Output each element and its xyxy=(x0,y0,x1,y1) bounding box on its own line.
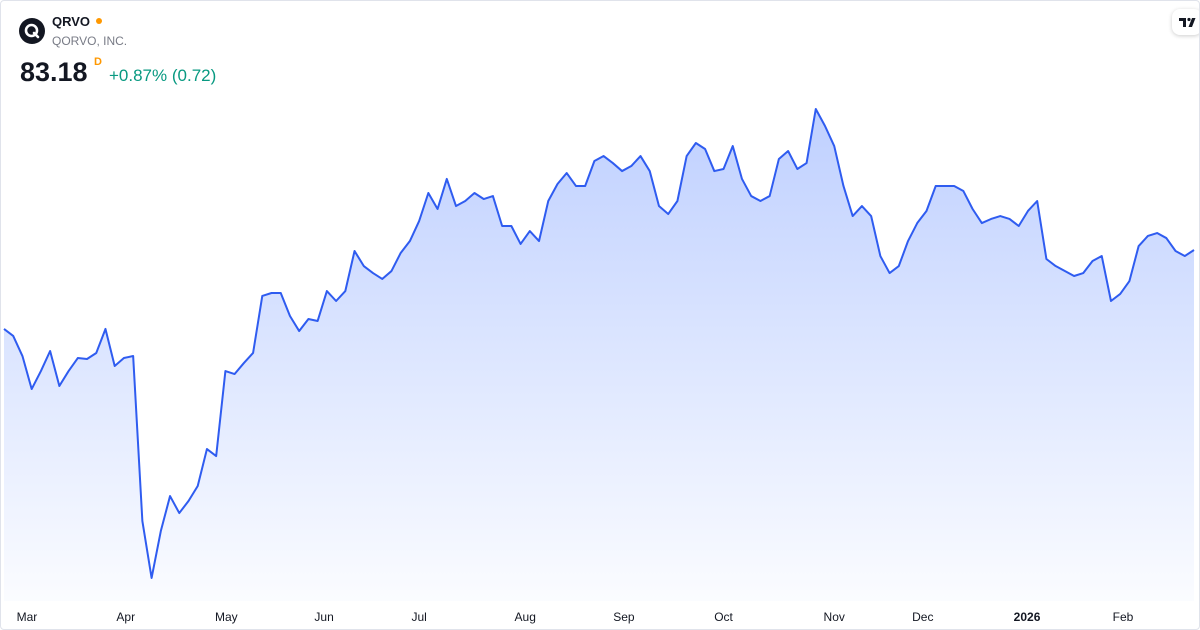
x-tick-label: Jun xyxy=(314,610,333,624)
x-tick-label: Jul xyxy=(411,610,426,624)
x-tick-label: Aug xyxy=(515,610,536,624)
company-name: QORVO, INC. xyxy=(52,34,128,48)
x-tick-label: Nov xyxy=(824,610,845,624)
x-tick-label: Feb xyxy=(1113,610,1134,624)
price-change: +0.87% (0.72) xyxy=(109,66,217,85)
x-tick-label: Oct xyxy=(714,610,733,624)
price-line xyxy=(3,108,1195,579)
area-fill xyxy=(4,109,1194,601)
x-tick-label: Apr xyxy=(116,610,135,624)
x-tick-label: Dec xyxy=(912,610,933,624)
tradingview-logo-icon xyxy=(1179,17,1196,27)
tradingview-logo[interactable] xyxy=(1172,9,1199,35)
interval: D xyxy=(94,56,102,68)
x-tick-label: Mar xyxy=(17,610,38,624)
price: 83.18 xyxy=(20,57,88,87)
x-tick-label: Sep xyxy=(613,610,635,624)
x-tick-label: 2026 xyxy=(1014,610,1041,624)
company-logo xyxy=(19,18,45,44)
symbol: QRVO xyxy=(52,14,91,29)
market-status-dot xyxy=(96,18,102,24)
x-tick-label: May xyxy=(215,610,238,624)
